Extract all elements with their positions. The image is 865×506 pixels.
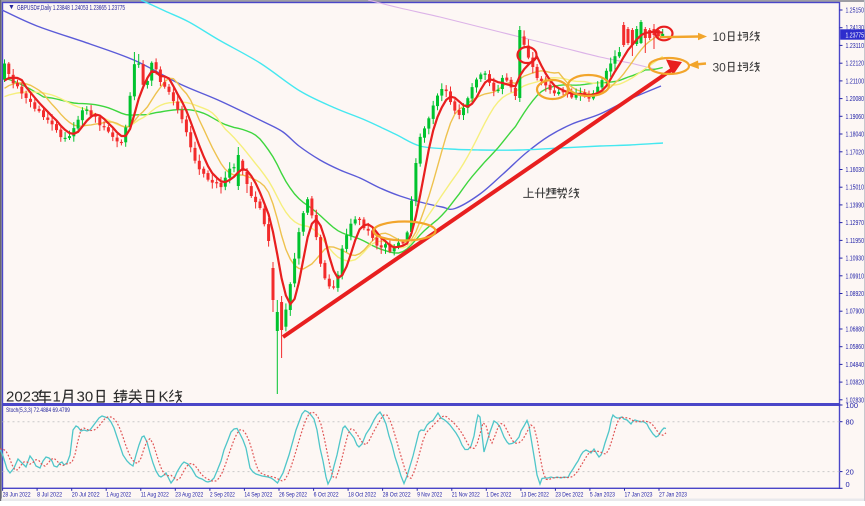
svg-text:1 Aug 2022: 1 Aug 2022 xyxy=(106,491,131,498)
svg-text:20: 20 xyxy=(846,468,854,477)
svg-text:6 Oct 2022: 6 Oct 2022 xyxy=(314,491,339,498)
svg-text:Stoch(5,3,3) 72.4884 69.4799: Stoch(5,3,3) 72.4884 69.4799 xyxy=(6,407,70,414)
svg-text:9 Nov 2022: 9 Nov 2022 xyxy=(417,491,442,498)
svg-text:80: 80 xyxy=(846,418,854,427)
svg-text:1.13990: 1.13990 xyxy=(846,202,865,209)
svg-text:14 Sep 2022: 14 Sep 2022 xyxy=(244,491,272,498)
svg-text:1.20080: 1.20080 xyxy=(846,96,865,103)
svg-text:1.22120: 1.22120 xyxy=(846,61,865,68)
svg-text:1.04840: 1.04840 xyxy=(846,362,865,369)
svg-text:1: 1 xyxy=(53,389,61,406)
svg-text:30: 30 xyxy=(77,389,94,406)
svg-text:30: 30 xyxy=(713,60,727,74)
svg-text:21 Nov 2022: 21 Nov 2022 xyxy=(452,491,480,498)
svg-text:2 Sep 2022: 2 Sep 2022 xyxy=(210,491,235,498)
svg-text:1.06880: 1.06880 xyxy=(846,327,865,334)
svg-text:17 Jan 2023: 17 Jan 2023 xyxy=(625,491,653,498)
svg-text:1.23775: 1.23775 xyxy=(846,32,865,39)
svg-text:28 Jun 2022: 28 Jun 2022 xyxy=(3,491,31,498)
svg-text:28 Oct 2022: 28 Oct 2022 xyxy=(383,491,411,498)
svg-text:1.23110: 1.23110 xyxy=(846,43,865,50)
svg-text:1.15010: 1.15010 xyxy=(846,185,865,192)
svg-text:1.05860: 1.05860 xyxy=(846,344,865,351)
svg-text:10: 10 xyxy=(713,30,727,44)
svg-text:27 Jan 2023: 27 Jan 2023 xyxy=(659,491,687,498)
svg-text:▼: ▼ xyxy=(8,4,15,11)
svg-text:18 Oct 2022: 18 Oct 2022 xyxy=(348,491,376,498)
svg-text:K: K xyxy=(159,389,169,406)
svg-text:100: 100 xyxy=(846,401,859,410)
svg-text:1.09910: 1.09910 xyxy=(846,273,865,280)
svg-text:2023: 2023 xyxy=(6,389,39,406)
svg-text:23 Dec 2022: 23 Dec 2022 xyxy=(555,491,583,498)
svg-text:1.18040: 1.18040 xyxy=(846,132,865,139)
svg-text:1.21100: 1.21100 xyxy=(846,78,865,85)
svg-text:1.11950: 1.11950 xyxy=(846,238,865,245)
svg-text:1.17020: 1.17020 xyxy=(846,149,865,156)
svg-text:1.19060: 1.19060 xyxy=(846,114,865,121)
svg-text:1.12970: 1.12970 xyxy=(846,220,865,227)
svg-text:26 Sep 2022: 26 Sep 2022 xyxy=(279,491,307,498)
svg-text:1.10930: 1.10930 xyxy=(846,256,865,263)
svg-text:1.03820: 1.03820 xyxy=(846,380,865,387)
svg-text:11 Aug 2022: 11 Aug 2022 xyxy=(141,491,169,498)
svg-text:1.07900: 1.07900 xyxy=(846,309,865,316)
svg-text:13 Dec 2022: 13 Dec 2022 xyxy=(521,491,549,498)
svg-text:1.16030: 1.16030 xyxy=(846,167,865,174)
svg-text:1 Dec 2022: 1 Dec 2022 xyxy=(486,491,511,498)
svg-text:1.25150: 1.25150 xyxy=(846,8,865,15)
svg-text:1.08920: 1.08920 xyxy=(846,291,865,298)
svg-text:GBPUSD#,Daily 1.23848 1.24053: GBPUSD#,Daily 1.23848 1.24053 1.23665 1.… xyxy=(17,3,125,12)
svg-text:0: 0 xyxy=(846,480,850,489)
svg-text:8 Jul 2022: 8 Jul 2022 xyxy=(37,491,62,498)
svg-text:23 Aug 2022: 23 Aug 2022 xyxy=(175,491,203,498)
svg-text:20 Jul 2022: 20 Jul 2022 xyxy=(72,491,100,498)
svg-text:5 Jan 2023: 5 Jan 2023 xyxy=(590,491,615,498)
